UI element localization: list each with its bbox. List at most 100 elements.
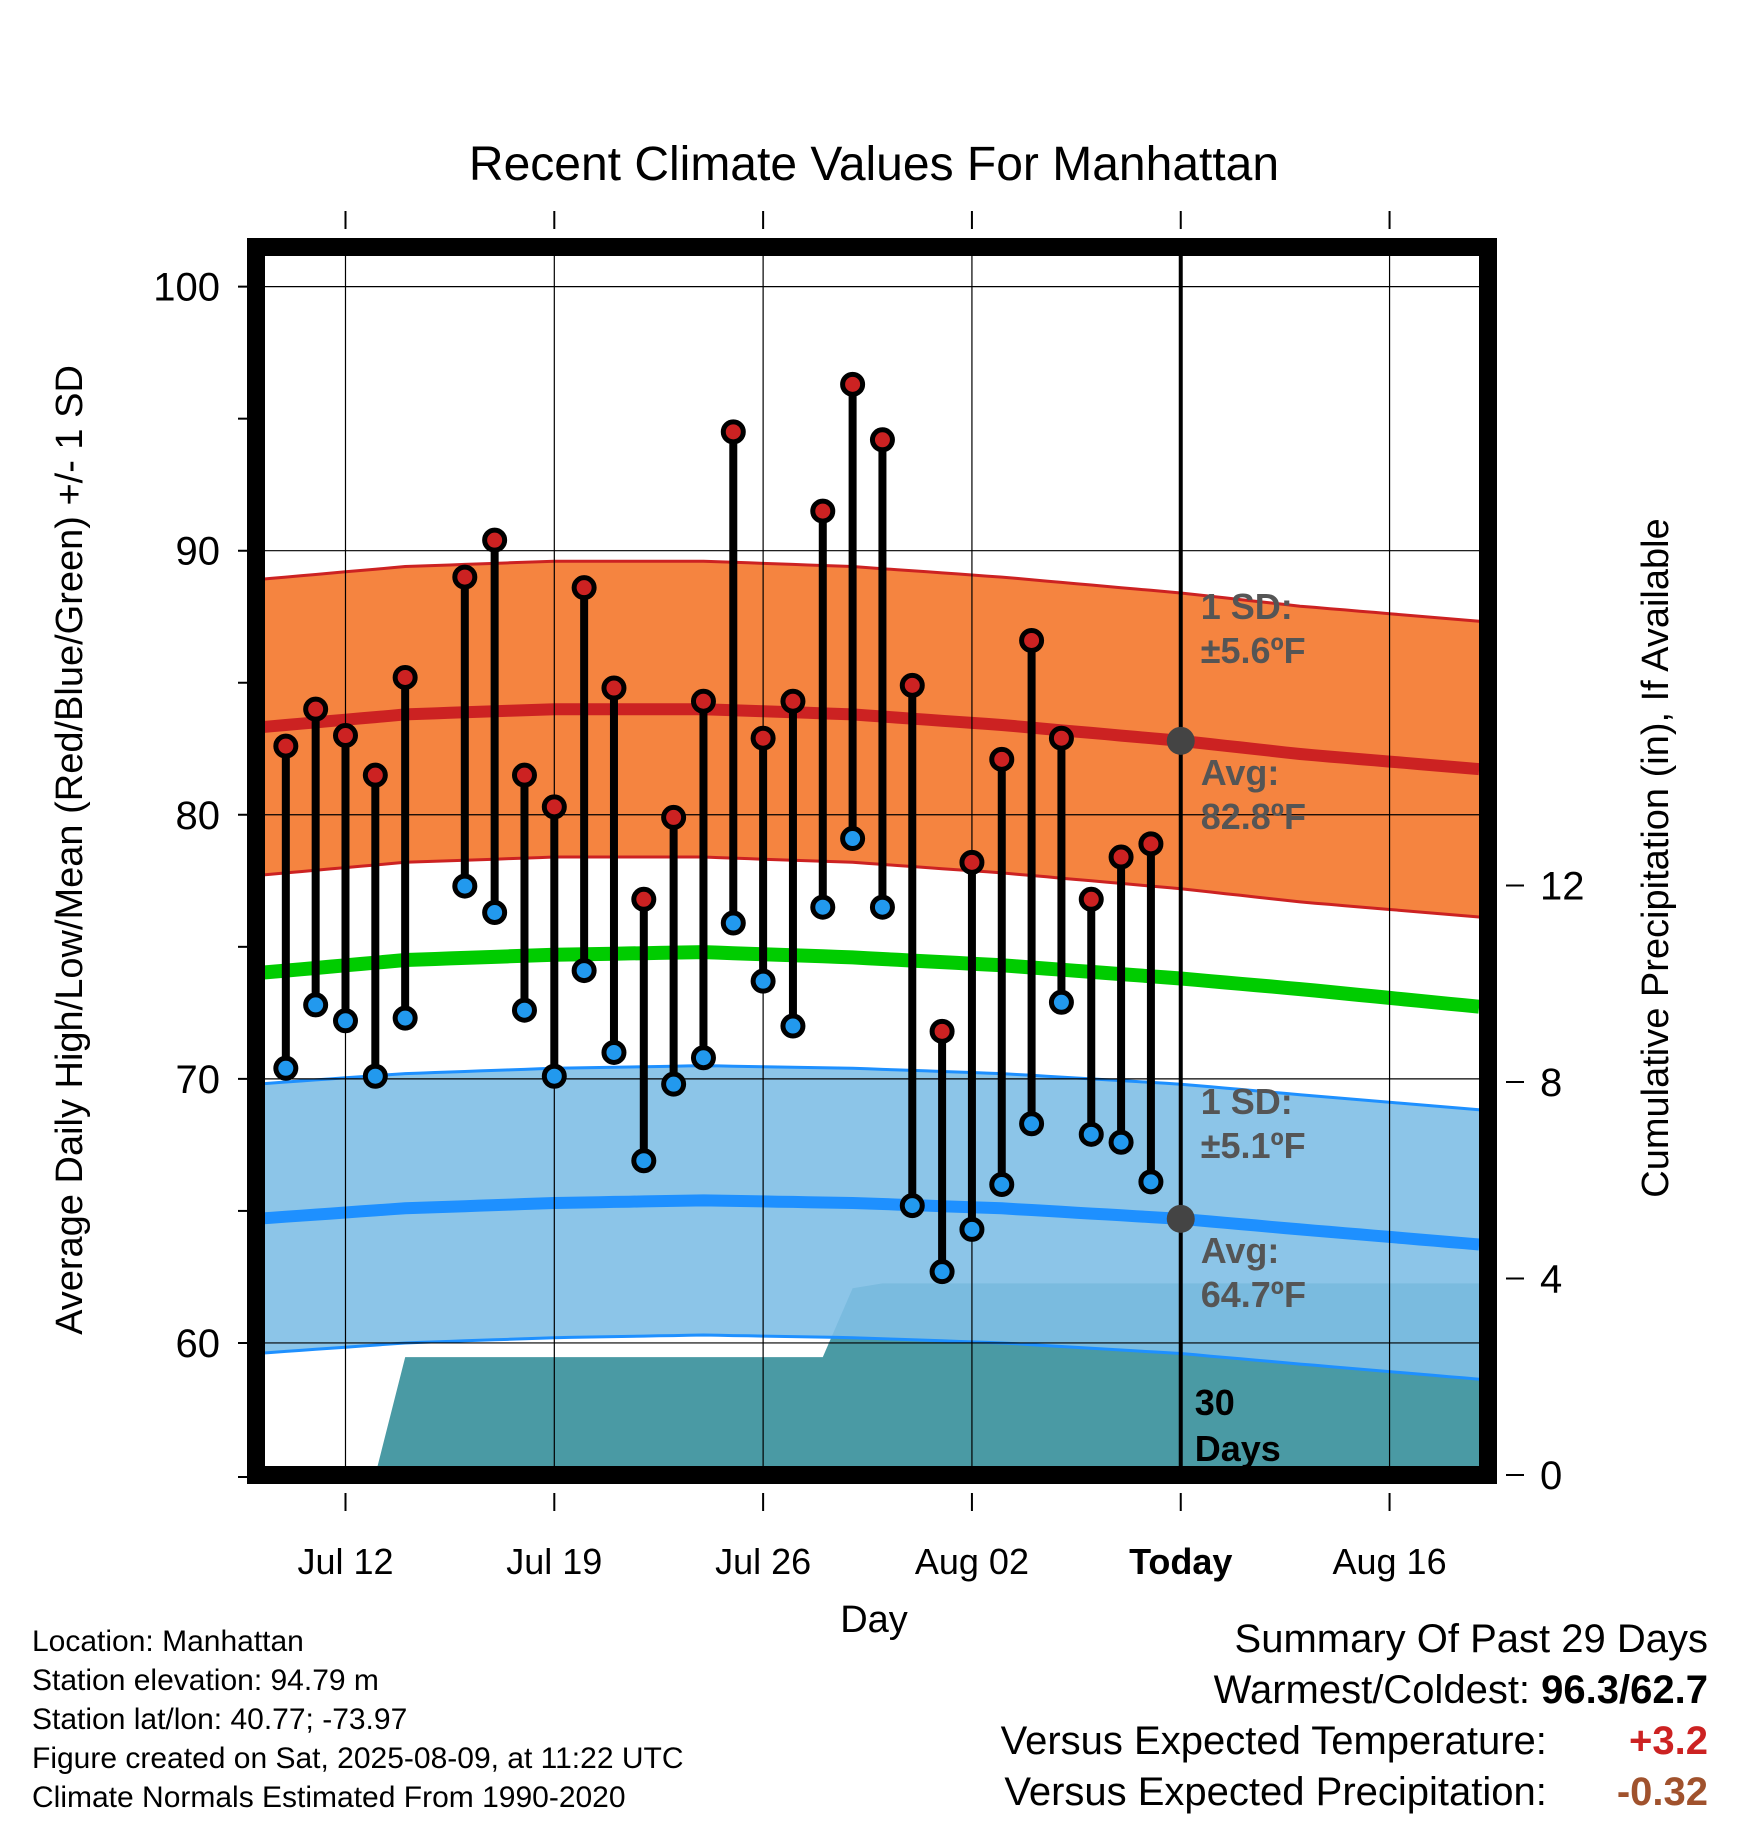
high-sd-band xyxy=(256,561,1480,917)
high-sd-value: ±5.6ºF xyxy=(1201,630,1306,671)
daily-high-point xyxy=(750,725,776,751)
y-axis-label: Average Daily High/Low/Mean (Red/Blue/Gr… xyxy=(49,365,91,1335)
daily-high-point xyxy=(720,419,746,445)
y-tick-label: 90 xyxy=(176,530,221,574)
low-avg-value: 64.7ºF xyxy=(1201,1274,1306,1315)
y2-axis-label: Cumulative Precipitation (in), If Availa… xyxy=(1635,518,1677,1197)
daily-high-point xyxy=(571,575,597,601)
daily-high-point xyxy=(1048,725,1074,751)
daily-high-point xyxy=(452,564,478,590)
daily-low-point xyxy=(989,1172,1015,1198)
daily-low-point xyxy=(362,1063,388,1089)
daily-high-point xyxy=(690,688,716,714)
y-tick-label: 70 xyxy=(176,1058,221,1102)
warm-cold-label: Warmest/Coldest: xyxy=(1213,1668,1531,1712)
y-tick-label: 100 xyxy=(153,266,220,310)
daily-low-point xyxy=(780,1013,806,1039)
high-sd-lower-edge xyxy=(256,855,1480,919)
daily-low-point xyxy=(840,826,866,852)
summary-temp-row: Versus Expected Temperature: +3.2 xyxy=(1001,1716,1708,1767)
low-sd-lower-edge xyxy=(256,1333,1480,1381)
precip-value: -0.32 xyxy=(1616,1770,1708,1814)
x-tick-label: Aug 16 xyxy=(1333,1541,1447,1582)
y2-tick-label: 12 xyxy=(1540,865,1585,909)
days-count-word: Days xyxy=(1195,1428,1281,1469)
daily-high-point xyxy=(810,498,836,524)
low-sd-upper-edge xyxy=(256,1064,1480,1112)
temp-label: Versus Expected Temperature: xyxy=(1000,1719,1547,1763)
x-tick-label: Jul 26 xyxy=(715,1541,811,1582)
plot-frame xyxy=(247,238,1497,1484)
high-avg-value: 82.8ºF xyxy=(1201,796,1306,837)
daily-low-point xyxy=(332,1008,358,1034)
daily-high-point xyxy=(601,675,627,701)
daily-high-point xyxy=(392,664,418,690)
station-info: Location: Manhattan Station elevation: 9… xyxy=(32,1622,684,1817)
daily-low-point xyxy=(392,1005,418,1031)
low-sd-value: ±5.1ºF xyxy=(1201,1125,1306,1166)
daily-high-point xyxy=(840,371,866,397)
high-sd-upper-edge xyxy=(256,559,1480,623)
y-tick-label: 60 xyxy=(176,1322,221,1366)
daily-low-point xyxy=(1078,1121,1104,1147)
warm-cold-value: 96.3/62.7 xyxy=(1541,1668,1708,1712)
daily-low-point xyxy=(661,1071,687,1097)
daily-high-point xyxy=(511,762,537,788)
normals-source-text: Climate Normals Estimated From 1990-2020 xyxy=(32,1781,626,1814)
plot-clipped-group xyxy=(256,247,1488,1475)
high-avg-label: Avg: xyxy=(1201,752,1280,793)
high-sd-label: 1 SD: xyxy=(1201,586,1293,627)
daily-low-point xyxy=(631,1148,657,1174)
daily-low-point xyxy=(1108,1129,1134,1155)
days-count-number: 30 xyxy=(1195,1382,1235,1423)
daily-low-point xyxy=(929,1259,955,1285)
x-tick-label: Jul 12 xyxy=(297,1541,393,1582)
low-sd-band xyxy=(256,1065,1480,1380)
latlon-text: Station lat/lon: 40.77; -73.97 xyxy=(32,1703,408,1736)
daily-low-point xyxy=(511,997,537,1023)
daily-high-point xyxy=(1078,886,1104,912)
daily-low-point xyxy=(273,1055,299,1081)
daily-low-point xyxy=(303,992,329,1018)
daily-low-point xyxy=(541,1063,567,1089)
daily-low-point xyxy=(810,894,836,920)
daily-low-point xyxy=(452,873,478,899)
chart-title: Recent Climate Values For Manhattan xyxy=(469,138,1279,191)
daily-low-point xyxy=(601,1039,627,1065)
daily-high-point xyxy=(362,762,388,788)
daily-high-point xyxy=(929,1018,955,1044)
daily-low-point xyxy=(1138,1169,1164,1195)
daily-high-point xyxy=(482,527,508,553)
y-tick-label: 80 xyxy=(176,794,221,838)
daily-high-point xyxy=(631,886,657,912)
x-tick-label: Aug 02 xyxy=(915,1541,1029,1582)
daily-low-point xyxy=(571,958,597,984)
daily-high-point xyxy=(899,672,925,698)
daily-high-point xyxy=(989,746,1015,772)
x-tick-label: Today xyxy=(1129,1541,1232,1582)
temp-value: +3.2 xyxy=(1629,1719,1708,1763)
daily-low-point xyxy=(690,1045,716,1071)
location-text: Location: Manhattan xyxy=(32,1625,304,1658)
y2-tick-label: 4 xyxy=(1540,1258,1562,1302)
high-average-line xyxy=(256,703,1480,776)
daily-high-point xyxy=(661,804,687,830)
daily-high-point xyxy=(869,427,895,453)
daily-high-point xyxy=(959,849,985,875)
daily-low-point xyxy=(959,1216,985,1242)
daily-low-point xyxy=(720,910,746,936)
mean-average-line xyxy=(256,945,1480,1014)
daily-low-point xyxy=(1048,989,1074,1015)
y2-tick-label: 0 xyxy=(1540,1454,1562,1498)
daily-high-point xyxy=(332,723,358,749)
daily-low-point xyxy=(1019,1111,1045,1137)
daily-high-point xyxy=(1138,831,1164,857)
daily-high-point xyxy=(303,696,329,722)
today-high-average-marker xyxy=(1166,726,1195,755)
summary-precip-row: Versus Expected Precipitation: -0.32 xyxy=(1001,1767,1708,1818)
y2-tick-label: 8 xyxy=(1540,1061,1562,1105)
precip-label: Versus Expected Precipitation: xyxy=(1004,1770,1547,1814)
today-low-average-marker xyxy=(1166,1204,1195,1233)
x-axis-label: Day xyxy=(840,1599,908,1641)
